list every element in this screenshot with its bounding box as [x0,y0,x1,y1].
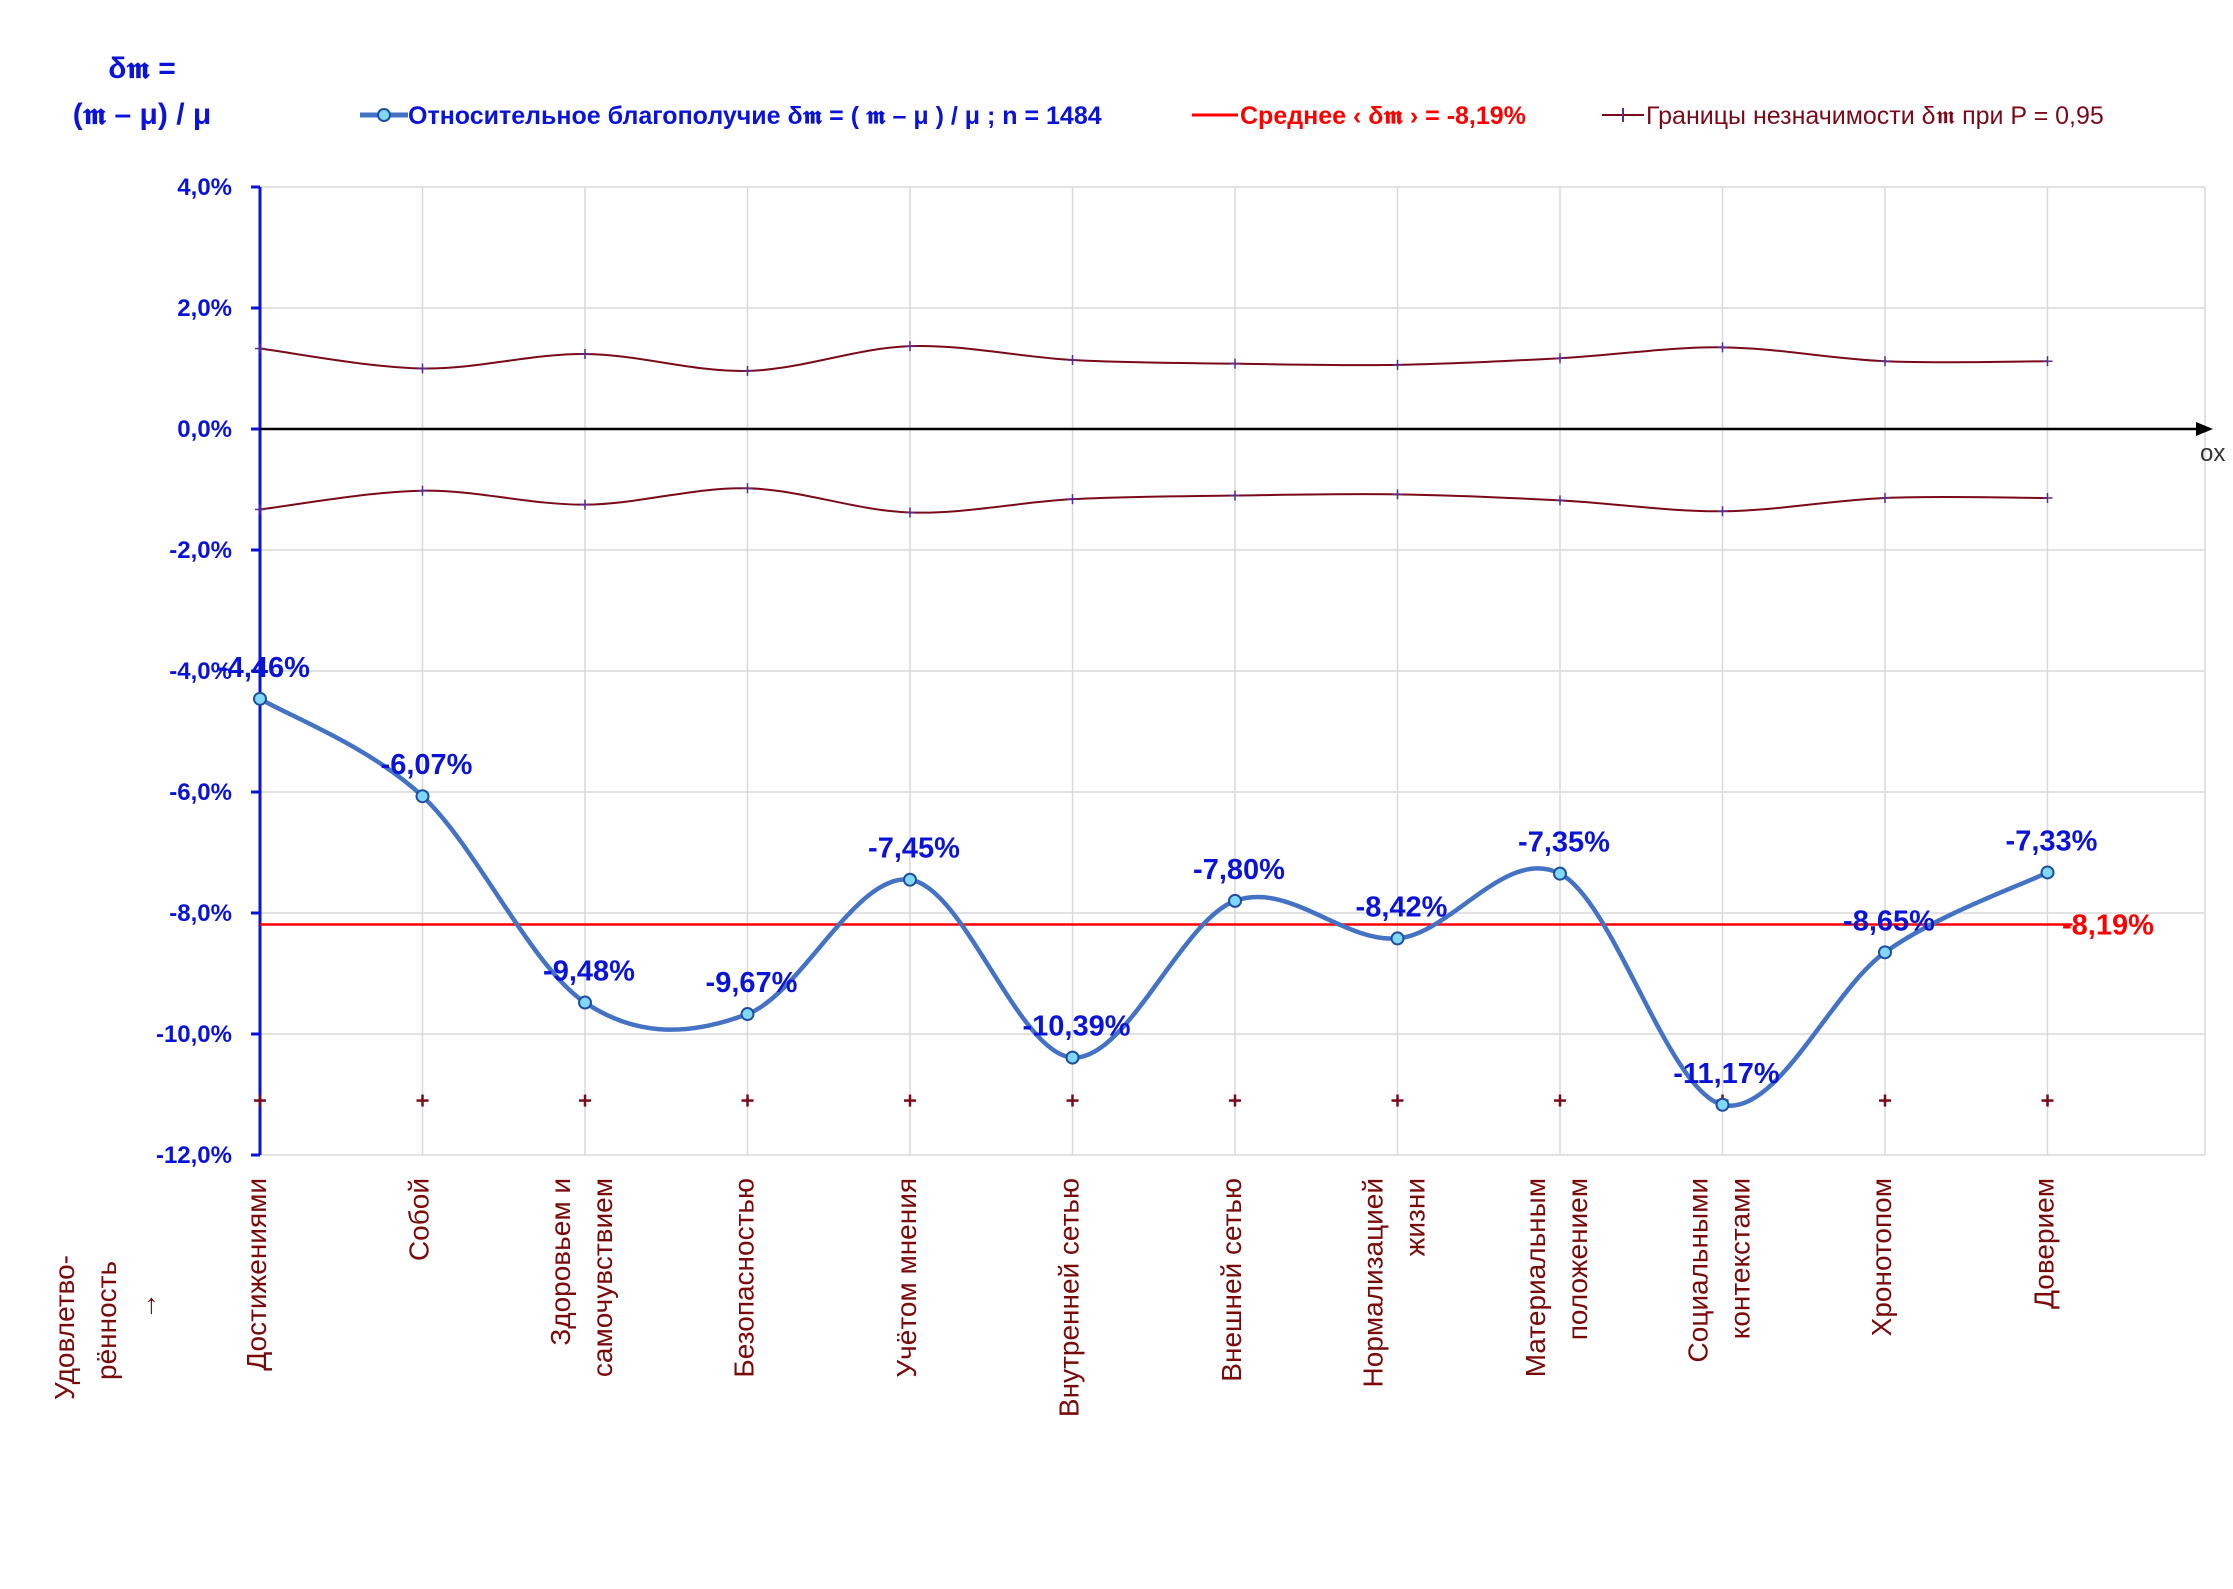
data-label: -9,67% [706,967,798,999]
main-series-point [740,1007,755,1022]
x-category-label: Здоровьем и [545,1178,576,1346]
data-label: -7,45% [868,833,960,865]
x-category-label: Достижениями [241,1178,272,1371]
data-label: -8,42% [1356,891,1448,923]
x-category-label: самочувствием [587,1178,618,1377]
legend-bounds-label: Границы незначимости δ𝖒 при P = 0,95 [1646,102,2104,130]
x-category-label: Социальными [1683,1178,1714,1362]
data-label: -9,48% [543,956,635,988]
main-series-point [1065,1050,1080,1065]
y-axis-title-line2: (𝖒 – μ) / μ [73,98,212,131]
x-category-label: Материальным [1520,1178,1551,1377]
plot-area: 4,0% 2,0% 0,0% -2,0% -4,0% -6,0% -8,0% -10,0% -1… [156,174,2225,1417]
y-tick-label: -2,0% [169,537,232,564]
y-tick-label: -4,0% [169,658,232,685]
data-label: -6,07% [381,749,473,781]
y-tick-label: -10,0% [156,1021,232,1048]
y-tick-label: 4,0% [177,174,232,201]
legend: Относительное благополучие δ𝖒 = ( 𝖒 – μ … [360,102,2104,130]
data-label: -8,65% [1843,905,1935,937]
x-axis-title-arrow: → [131,1292,162,1320]
x-category-label: Внешней сетью [1216,1178,1247,1382]
x-category-label: Хронотопом [1866,1178,1897,1336]
main-series-point [903,872,917,887]
x-axis-end-label: ox [2200,440,2225,467]
legend-mean-label: Среднее ‹ δ𝖒 › = -8,19% [1240,102,1526,130]
mean-label: -8,19% [2062,909,2154,941]
x-category-label: Собой [404,1178,435,1261]
x-category-label: жизни [1400,1178,1431,1256]
data-label: -7,80% [1193,854,1285,886]
main-series-point [415,789,430,804]
x-axis-title-line1: Удовлетво- [49,1255,80,1400]
data-label: -4,46% [218,652,310,684]
data-label: -11,17% [1673,1058,1780,1090]
y-tick-label: 2,0% [177,295,232,322]
legend-main-marker [377,108,391,122]
main-series-point [1715,1097,1730,1112]
data-label: -7,33% [2006,825,2098,857]
main-series-point [2040,865,2055,880]
x-category-label: Доверием [2029,1178,2060,1309]
main-series-point [578,995,592,1010]
main-series-point [1228,893,1242,908]
legend-main-label: Относительное благополучие δ𝖒 = ( 𝖒 – μ … [408,102,1102,130]
x-category-label: положением [1562,1178,1593,1340]
data-label: -10,39% [1022,1011,1130,1043]
main-series-point [1390,931,1405,946]
y-tick-label: -8,0% [169,900,232,927]
y-tick-label: -12,0% [156,1142,232,1169]
x-axis-title-line2: рённость [91,1261,122,1380]
y-axis-title-line1: δ𝖒 = [108,52,176,85]
y-tick-label: -6,0% [169,779,232,806]
data-label: -7,35% [1518,827,1610,859]
x-axis-arrow-icon [2196,422,2213,436]
main-series-point [1553,866,1567,881]
main-series-point [253,691,267,706]
x-category-label: Нормализацией [1358,1178,1389,1387]
main-series-point [1878,945,1892,960]
x-category-label: Учётом мнения [891,1178,922,1378]
y-tick-label: 0,0% [177,416,232,443]
bounds-lower-line [259,487,2048,514]
main-series-line [258,696,2049,1108]
x-category-label: Внутренней сетью [1054,1178,1085,1417]
x-category-label: Безопасностью [729,1178,760,1378]
bounds-upper-line [259,344,2048,372]
x-category-label: контекстами [1725,1178,1756,1339]
